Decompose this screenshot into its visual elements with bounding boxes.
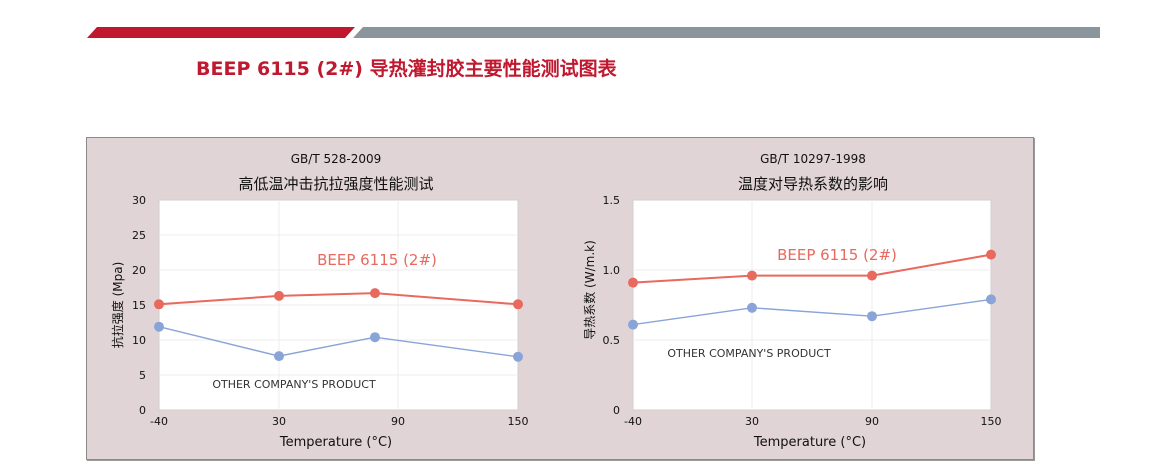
y-tick-label: 0 bbox=[613, 404, 620, 417]
data-point-marker bbox=[154, 299, 164, 310]
right-y-ticks: 0 0.5 1.0 1.5 bbox=[603, 194, 621, 417]
y-tick-label: 25 bbox=[132, 229, 146, 242]
tensile-strength-chart: GB/T 528-2009 高低温冲击抗拉强度性能测试 0 5 10 15 20 25 30… bbox=[110, 152, 529, 450]
x-tick-label: 30 bbox=[272, 415, 286, 428]
series-line bbox=[158, 326, 519, 358]
data-point-marker bbox=[867, 270, 877, 281]
right-plot-area bbox=[632, 199, 992, 411]
data-point-marker bbox=[747, 270, 757, 281]
left-series bbox=[154, 288, 523, 362]
x-tick-label: 30 bbox=[745, 415, 759, 428]
right-chart-title: 温度对导热系数的影响 bbox=[738, 175, 888, 193]
left-gridlines bbox=[159, 200, 518, 410]
y-tick-label: 10 bbox=[132, 334, 146, 347]
right-chart-standard: GB/T 10297-1998 bbox=[760, 152, 866, 166]
y-tick-label: 0.5 bbox=[603, 334, 621, 347]
right-red-series-label: BEEP 6115 (2#) bbox=[777, 246, 897, 264]
right-x-axis-label: Temperature (°C) bbox=[753, 435, 866, 450]
series-line bbox=[632, 298, 992, 326]
y-tick-label: 20 bbox=[132, 264, 146, 277]
right-y-axis-label: 导热系数 (W/m.k) bbox=[582, 240, 597, 340]
right-series bbox=[628, 249, 996, 330]
data-point-marker bbox=[370, 288, 380, 299]
left-red-series-label: BEEP 6115 (2#) bbox=[317, 251, 437, 269]
page-title: BEEP 6115 (2#) 导热灌封胶主要性能测试图表 bbox=[196, 58, 617, 80]
right-gridlines bbox=[633, 200, 991, 410]
left-y-axis-label: 抗拉强度 (Mpa) bbox=[110, 262, 125, 349]
data-point-marker bbox=[867, 311, 877, 322]
thermal-conductivity-chart: GB/T 10297-1998 温度对导热系数的影响 0 0.5 1.0 1.5 -4… bbox=[582, 152, 1002, 450]
x-tick-label: 150 bbox=[981, 415, 1002, 428]
series-line bbox=[158, 292, 519, 306]
x-tick-label: 90 bbox=[391, 415, 405, 428]
series-line bbox=[632, 253, 992, 284]
right-x-ticks: -40 30 90 150 bbox=[624, 415, 1001, 428]
left-y-ticks: 0 5 10 15 20 25 30 bbox=[132, 194, 146, 417]
x-tick-label: 150 bbox=[508, 415, 529, 428]
data-point-marker bbox=[986, 294, 996, 305]
header-red-bar bbox=[87, 27, 355, 38]
data-point-marker bbox=[370, 332, 380, 343]
left-chart-title: 高低温冲击抗拉强度性能测试 bbox=[238, 175, 433, 193]
left-x-ticks: -40 30 90 150 bbox=[150, 415, 528, 428]
x-tick-label: -40 bbox=[150, 415, 168, 428]
data-point-marker bbox=[747, 302, 757, 313]
y-tick-label: 30 bbox=[132, 194, 146, 207]
data-point-marker bbox=[274, 290, 284, 301]
y-tick-label: 1.5 bbox=[603, 194, 621, 207]
data-point-marker bbox=[513, 351, 523, 362]
y-tick-label: 5 bbox=[139, 369, 146, 382]
data-point-marker bbox=[628, 277, 638, 288]
left-chart-standard: GB/T 528-2009 bbox=[291, 152, 382, 166]
x-tick-label: -40 bbox=[624, 415, 642, 428]
right-blue-series-label: OTHER COMPANY'S PRODUCT bbox=[667, 347, 831, 360]
y-tick-label: 0 bbox=[139, 404, 146, 417]
left-x-axis-label: Temperature (°C) bbox=[279, 435, 392, 450]
data-point-marker bbox=[513, 299, 523, 310]
header-gray-bar bbox=[353, 27, 1100, 38]
left-blue-series-label: OTHER COMPANY'S PRODUCT bbox=[212, 378, 376, 391]
data-point-marker bbox=[154, 321, 164, 332]
data-point-marker bbox=[628, 319, 638, 330]
data-point-marker bbox=[274, 351, 284, 362]
y-tick-label: 1.0 bbox=[603, 264, 621, 277]
data-point-marker bbox=[986, 249, 996, 260]
x-tick-label: 90 bbox=[865, 415, 879, 428]
y-tick-label: 15 bbox=[132, 299, 146, 312]
